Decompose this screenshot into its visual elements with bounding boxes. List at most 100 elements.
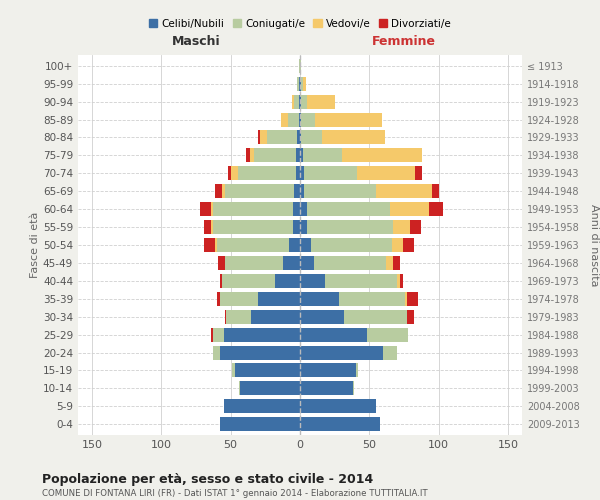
Bar — [295, 94, 299, 108]
Bar — [406, 292, 407, 306]
Bar — [225, 184, 295, 198]
Bar — [239, 382, 241, 396]
Bar — [212, 346, 220, 360]
Bar — [220, 418, 300, 431]
Bar — [307, 202, 390, 216]
Bar — [259, 292, 300, 306]
Bar — [220, 274, 222, 288]
Bar — [228, 166, 230, 180]
Bar — [260, 130, 266, 144]
Bar — [393, 256, 400, 270]
Bar — [300, 59, 301, 72]
Bar — [238, 166, 296, 180]
Bar — [300, 166, 304, 180]
Bar — [300, 418, 380, 431]
Bar — [224, 400, 300, 413]
Bar — [301, 94, 307, 108]
Bar — [325, 274, 397, 288]
Bar — [287, 112, 299, 126]
Bar — [281, 112, 287, 126]
Bar — [293, 220, 300, 234]
Bar — [222, 274, 275, 288]
Bar — [215, 184, 222, 198]
Y-axis label: Anni di nascita: Anni di nascita — [589, 204, 599, 286]
Bar — [226, 310, 251, 324]
Bar — [289, 238, 300, 252]
Bar — [383, 346, 397, 360]
Bar — [300, 220, 307, 234]
Bar — [220, 346, 300, 360]
Bar — [300, 202, 307, 216]
Bar — [241, 382, 300, 396]
Bar — [304, 184, 376, 198]
Bar — [297, 76, 299, 90]
Bar — [315, 112, 382, 126]
Legend: Celibi/Nubili, Coniugati/e, Vedovi/e, Divorziati/e: Celibi/Nubili, Coniugati/e, Vedovi/e, Di… — [145, 14, 455, 33]
Bar — [429, 202, 443, 216]
Bar — [250, 148, 254, 162]
Bar — [392, 238, 403, 252]
Bar — [297, 130, 300, 144]
Bar — [393, 220, 410, 234]
Bar — [300, 310, 344, 324]
Bar — [296, 148, 300, 162]
Bar — [307, 220, 393, 234]
Bar — [357, 166, 415, 180]
Bar — [301, 130, 322, 144]
Bar — [296, 166, 300, 180]
Bar — [300, 382, 353, 396]
Bar — [230, 166, 238, 180]
Bar — [300, 292, 339, 306]
Bar — [235, 364, 300, 378]
Bar — [390, 202, 429, 216]
Bar — [341, 148, 422, 162]
Bar — [300, 346, 383, 360]
Bar — [300, 274, 325, 288]
Bar — [400, 274, 403, 288]
Bar — [353, 382, 354, 396]
Bar — [292, 94, 295, 108]
Bar — [293, 202, 300, 216]
Bar — [211, 202, 212, 216]
Bar — [295, 184, 300, 198]
Bar — [259, 130, 260, 144]
Bar — [386, 256, 393, 270]
Bar — [300, 400, 376, 413]
Bar — [283, 256, 300, 270]
Bar — [220, 292, 259, 306]
Bar — [299, 94, 300, 108]
Bar — [275, 274, 300, 288]
Bar — [410, 220, 421, 234]
Bar — [301, 112, 315, 126]
Bar — [217, 238, 289, 252]
Bar — [224, 328, 300, 342]
Bar — [397, 274, 400, 288]
Bar — [311, 238, 392, 252]
Bar — [407, 310, 414, 324]
Bar — [303, 148, 341, 162]
Bar — [212, 220, 293, 234]
Bar — [376, 184, 432, 198]
Text: Maschi: Maschi — [172, 35, 220, 48]
Bar — [246, 148, 250, 162]
Bar — [403, 238, 414, 252]
Bar — [225, 256, 283, 270]
Y-axis label: Fasce di età: Fasce di età — [30, 212, 40, 278]
Bar — [222, 184, 225, 198]
Bar — [300, 184, 304, 198]
Bar — [314, 256, 386, 270]
Bar — [299, 112, 300, 126]
Bar — [300, 238, 311, 252]
Bar — [407, 292, 418, 306]
Bar — [300, 112, 301, 126]
Bar — [303, 76, 305, 90]
Bar — [307, 94, 335, 108]
Bar — [322, 130, 385, 144]
Bar — [232, 364, 235, 378]
Bar — [300, 148, 303, 162]
Text: COMUNE DI FONTANA LIRI (FR) - Dati ISTAT 1° gennaio 2014 - Elaborazione TUTTITAL: COMUNE DI FONTANA LIRI (FR) - Dati ISTAT… — [42, 488, 428, 498]
Bar — [355, 364, 358, 378]
Bar — [212, 202, 293, 216]
Text: Popolazione per età, sesso e stato civile - 2014: Popolazione per età, sesso e stato civil… — [42, 472, 373, 486]
Bar — [225, 310, 226, 324]
